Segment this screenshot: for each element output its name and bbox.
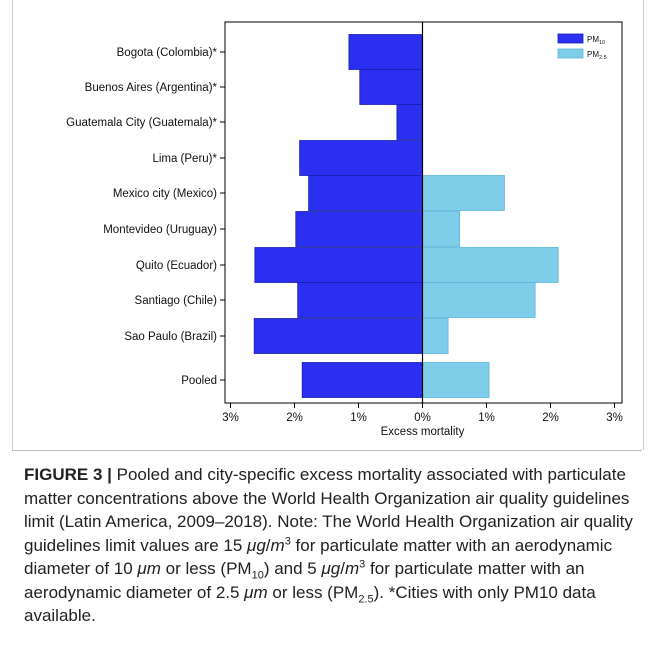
x-tick-label: 0% [414,412,431,424]
figure-caption: FIGURE 3 | Pooled and city-specific exce… [24,463,634,628]
caption-unit-um: μm [137,559,161,578]
legend-swatch [557,48,584,59]
y-tick-label: Sao Paulo (Brazil) [124,331,217,343]
caption-unit-slash: / [265,535,271,555]
bar-PM10-6 [254,247,423,283]
bar-PM25-7 [422,282,536,318]
x-tick-label: 3% [222,412,239,424]
caption-unit-slash: / [340,559,345,578]
x-tick-label: 1% [478,412,495,424]
caption-unit: μg [247,535,266,555]
bar-PM10-2 [396,104,423,140]
bar-PM10-8 [253,318,423,354]
y-tick-label: Lima (Peru)* [152,153,217,165]
figure-label: FIGURE 3 | [24,465,112,484]
caption-text: Pooled and city-specific excess mortalit… [24,465,633,555]
caption-unit-exp: 3 [359,558,366,571]
bar-PM10-5 [295,211,423,247]
caption-text: ). *Cities with only PM10 data available… [24,582,596,626]
y-tick-label: Guatemala City (Guatemala)* [66,117,217,129]
bar-PM25-9 [422,362,490,398]
bar-PM25-5 [422,211,461,247]
chart: Bogota (Colombia)* Buenos Aires (Argentin… [66,21,623,438]
y-tick-label: Santiago (Chile) [135,295,218,307]
y-tick-label: Bogota (Colombia)* [117,47,218,59]
bar-PM10-9 [301,362,423,398]
y-tick-label: Buenos Aires (Argentina)* [85,82,218,94]
caption-unit-m: m [345,559,360,578]
y-tick-label: Montevideo (Uruguay) [103,224,217,236]
x-tick-label: 2% [286,412,303,424]
bar-PM10-4 [308,175,423,211]
x-tick-label: 2% [542,412,559,424]
caption-unit-m: m [270,535,285,555]
x-tick-label: 1% [350,412,367,424]
caption-unit-um: μm [244,582,268,602]
bar-PM10-7 [297,282,423,318]
caption-text: or less (PM [267,582,359,602]
x-tick-label: 3% [606,412,623,424]
caption-text: ) and 5 [263,559,322,578]
bar-PM10-3 [299,140,423,176]
caption-sub: 10 [251,569,264,582]
bar-PM25-8 [422,318,449,354]
x-axis-label: Excess mortality [381,426,465,438]
figure-panel: Bogota (Colombia)* Buenos Aires (Argentin… [12,0,644,450]
caption-unit-exp: 3 [284,534,291,547]
panel-rule [12,450,642,451]
caption-text: for particulate matter with an aerodynam… [24,535,613,579]
bar-PM25-4 [422,175,505,211]
bar-PM25-6 [422,247,559,283]
caption-unit: μg [321,559,341,578]
bar-PM10-0 [348,34,423,70]
legend-label: PM10 [587,35,605,46]
caption-text: for particulate matter with an aerodynam… [24,559,585,602]
legend-swatch [557,33,584,44]
legend-label: PM2.5 [587,50,607,61]
caption-sub: 2.5 [358,592,374,605]
caption-text: or less (PM [160,559,252,578]
y-tick-label: Mexico city (Mexico) [113,188,217,200]
bar-PM10-1 [359,69,423,105]
y-tick-label: Pooled [181,375,217,387]
y-tick-label: Quito (Ecuador) [136,260,217,272]
